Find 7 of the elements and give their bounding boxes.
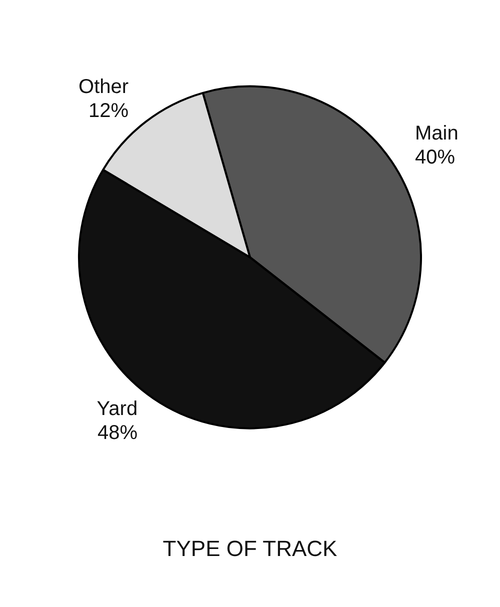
data-label: 48%	[98, 422, 138, 444]
data-label: 40%	[414, 146, 456, 169]
text: TYPE OF TRACK	[162, 536, 338, 561]
data-label: 12%	[88, 100, 129, 122]
slice-label: Other	[78, 76, 129, 98]
slice-label: Main	[414, 122, 458, 145]
slice-label: Yard	[96, 398, 138, 420]
